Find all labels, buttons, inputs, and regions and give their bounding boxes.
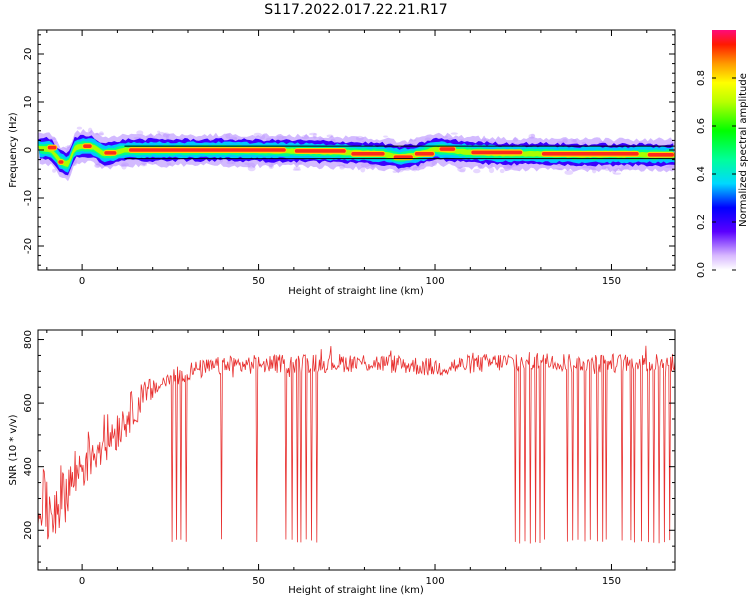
- spectrum-noise-blob: [473, 168, 481, 174]
- spectrum-peak-core: [414, 152, 435, 156]
- snr-y-tick-label: 200: [23, 521, 34, 540]
- colorbar-tick-label: 0.6: [696, 118, 707, 134]
- snr-x-tick-label: 150: [602, 576, 621, 587]
- spectrogram-y-axis-label: Frequency (Hz): [8, 112, 19, 188]
- snr-x-axis-label: Height of straight line (km): [288, 585, 424, 596]
- spectrum-noise-blob: [253, 132, 262, 137]
- spectrum-peak-core: [83, 144, 92, 148]
- spectrum-noise-blob: [499, 168, 505, 174]
- spectrogram-y-tick-label: -10: [23, 190, 34, 206]
- spectrogram-y-tick-label: 10: [23, 96, 34, 109]
- spectrum-noise-blob: [52, 168, 57, 173]
- spectrogram-x-tick-label: 50: [252, 276, 265, 287]
- spectrum-noise-blob: [292, 168, 301, 171]
- spectrum-peak-core: [128, 148, 286, 152]
- spectrum-peak-core: [294, 149, 346, 153]
- spectrum-peak-core: [647, 153, 674, 157]
- spectrum-noise-blob: [450, 132, 458, 135]
- figure-title: S117.2022.017.22.21.R17: [264, 2, 447, 18]
- spectrum-peak-core: [58, 160, 64, 164]
- spectrum-noise-blob: [564, 170, 574, 175]
- spectrum-noise-blob: [613, 172, 622, 175]
- colorbar-tick-label: 0.4: [696, 166, 707, 182]
- spectrum-noise-blob: [383, 135, 388, 138]
- snr-frame: [37, 329, 676, 571]
- spectrum-noise-blob: [339, 166, 345, 170]
- spectrum-noise-blob: [99, 131, 104, 136]
- colorbar-tick-label: 0.2: [696, 214, 707, 230]
- spectrum-noise-blob: [360, 166, 366, 173]
- snr-y-tick-label: 400: [23, 457, 34, 476]
- spectrogram-x-tick-label: 150: [602, 276, 621, 287]
- spectrogram-y-tick-label: 20: [23, 48, 34, 61]
- snr-series-line: [38, 345, 675, 544]
- snr-y-tick-label: 800: [23, 330, 34, 349]
- spectrum-noise-blob: [136, 130, 144, 136]
- spectrogram-y-tick-label: -20: [23, 238, 34, 254]
- spectrogram-x-tick-label: 0: [79, 276, 85, 287]
- spectrum-peak-core: [541, 152, 639, 156]
- snr-plot-area: [38, 330, 675, 570]
- spectrum-noise-blob: [459, 169, 466, 173]
- snr-y-axis-label: SNR (10 * v/v): [8, 414, 19, 485]
- spectrogram-frame: [37, 29, 676, 271]
- snr-x-tick-label: 100: [425, 576, 444, 587]
- spectrogram-y-tick-label: 0: [23, 147, 34, 153]
- colorbar: [712, 30, 736, 270]
- colorbar-tick-label: 0.8: [696, 70, 707, 86]
- snr-x-tick-label: 50: [252, 576, 265, 587]
- colorbar-tick-label: 0.0: [696, 262, 707, 278]
- snr-y-tick-label: 600: [23, 394, 34, 413]
- spectrogram-panel: 0 50 100 150 -20 -10 0 10 20 Height of straight …: [8, 29, 749, 297]
- spectrum-peak-core: [351, 152, 385, 156]
- spectrum-peak-core: [104, 151, 117, 155]
- spectrum-noise-blob: [293, 166, 301, 171]
- snr-x-tick-label: 0: [79, 576, 85, 587]
- spectrogram-x-tick-label: 100: [425, 276, 444, 287]
- spectrum-noise-blob: [76, 126, 83, 130]
- spectrogram-x-axis-label: Height of straight line (km): [288, 286, 424, 297]
- spectrum-noise-blob: [157, 130, 161, 133]
- spectrum-peak-core: [47, 145, 57, 150]
- spectrum-noise-blob: [488, 167, 495, 174]
- spectrum-peak-core: [439, 147, 456, 151]
- snr-panel: 0 50 100 150 200 400 600 800 Height of straight…: [8, 329, 676, 596]
- spectrum-peak-core: [393, 155, 413, 159]
- spectrum-noise-blob: [308, 132, 318, 136]
- colorbar-label: Normalized spectral amplitude: [738, 73, 749, 227]
- spectrum-peak-core: [471, 150, 523, 155]
- spectrum-noise-blob: [530, 133, 535, 138]
